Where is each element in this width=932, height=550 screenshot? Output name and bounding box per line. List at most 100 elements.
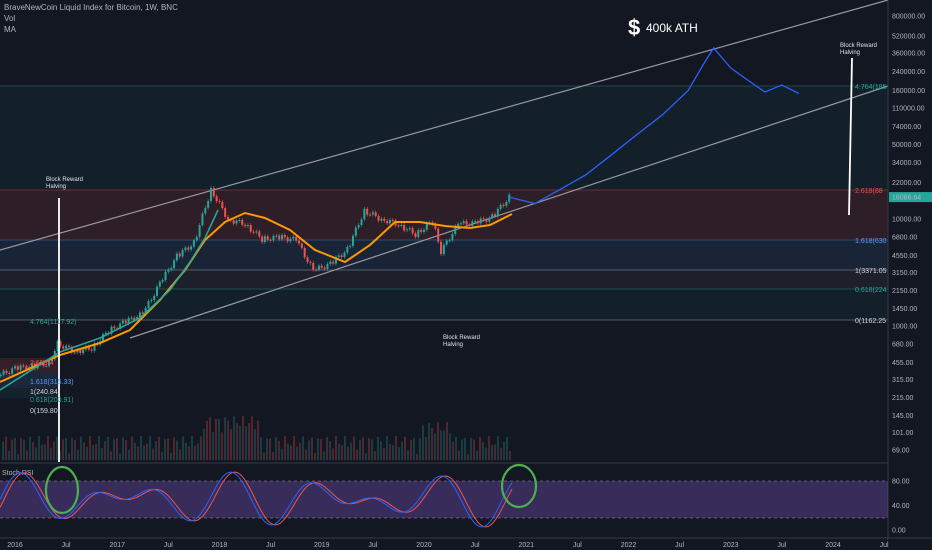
- candle-body: [70, 346, 73, 353]
- candle-body: [82, 349, 85, 354]
- candle-body: [269, 239, 272, 241]
- candle-body: [349, 245, 352, 247]
- price-tick-label: 1000.00: [892, 323, 917, 330]
- chart-title: BraveNewCoin Liquid Index for Bitcoin, 1…: [4, 3, 178, 12]
- volume-bar: [98, 436, 100, 460]
- candle-body: [454, 225, 457, 235]
- candle-body: [150, 300, 153, 302]
- candle-body: [280, 234, 283, 240]
- candle-body: [323, 267, 326, 269]
- volume-bar: [143, 445, 145, 460]
- volume-bar: [356, 449, 358, 460]
- candle-body: [366, 208, 369, 215]
- candle-body: [326, 263, 329, 269]
- candle-body: [153, 295, 156, 301]
- halving-annotation-3: Halving: [840, 50, 860, 56]
- candle-body: [204, 207, 207, 214]
- time-tick-label: 2017: [109, 542, 125, 549]
- volume-bar: [17, 453, 19, 460]
- volume-bar: [299, 442, 301, 460]
- volume-bar: [206, 420, 208, 460]
- candle-body: [462, 221, 465, 224]
- candle-body: [357, 225, 360, 228]
- candle-body: [423, 229, 425, 233]
- highlight-circle-1: [44, 465, 80, 515]
- price-tick-label: 22000.00: [892, 180, 921, 187]
- channel-lower-line: [129, 85, 889, 339]
- volume-bar: [32, 442, 34, 460]
- time-tick-label: 2020: [416, 542, 432, 549]
- candle-body: [158, 281, 161, 287]
- candle-body: [156, 286, 159, 296]
- time-tick-label: Jul: [675, 542, 684, 549]
- volume-bar: [92, 445, 94, 460]
- candle-body: [425, 223, 428, 230]
- candle-body: [42, 362, 45, 366]
- candle-body: [227, 216, 230, 220]
- volume-bar: [482, 441, 484, 460]
- volume-bar: [305, 449, 307, 460]
- candle-body: [354, 227, 357, 236]
- candle-body: [488, 217, 491, 222]
- volume-bar: [491, 444, 493, 460]
- volume-bar: [173, 437, 175, 460]
- candle-body: [25, 366, 28, 370]
- candle-body: [298, 240, 301, 244]
- volume-bar: [20, 437, 22, 460]
- ath-annotation: 400k ATH: [646, 21, 698, 35]
- price-tick-label: 455.00: [892, 360, 914, 367]
- candle-body: [414, 233, 417, 238]
- candle-body: [306, 257, 309, 262]
- fib-zone-left: [0, 388, 60, 398]
- candle-body: [315, 269, 318, 271]
- candle-body: [181, 250, 184, 257]
- candle-body: [494, 214, 497, 217]
- candle-body: [411, 228, 414, 234]
- candle-body: [292, 236, 295, 239]
- candle-body: [190, 246, 193, 250]
- volume-bar: [62, 439, 64, 460]
- volume-bar: [329, 441, 331, 460]
- candle-body: [170, 268, 173, 270]
- volume-bar: [509, 451, 511, 460]
- volume-bar: [275, 437, 277, 460]
- fib-label-right: 1(3371.05: [855, 268, 887, 275]
- price-tick-label: 1450.00: [892, 306, 917, 313]
- volume-bar: [251, 416, 253, 460]
- candle-body: [440, 241, 443, 255]
- candle-body: [442, 244, 445, 255]
- candle-body: [383, 218, 386, 222]
- volume-bar: [434, 433, 436, 460]
- candle-body: [343, 252, 346, 257]
- price-tick-label: 215.00: [892, 395, 914, 402]
- volume-bar: [95, 443, 97, 460]
- candle-body: [496, 208, 499, 217]
- highlight-circle-2: [500, 463, 538, 509]
- volume-bar: [359, 440, 361, 460]
- time-tick-label: Jul: [471, 542, 480, 549]
- volume-bar: [386, 436, 388, 460]
- time-tick-label: 2018: [212, 542, 228, 549]
- price-badge: [889, 192, 932, 203]
- volume-bar: [248, 423, 250, 460]
- volume-bar: [383, 448, 385, 460]
- time-tick-label: 2016: [7, 542, 23, 549]
- price-tick-label: 50000.00: [892, 142, 921, 149]
- candle-body: [374, 212, 377, 216]
- volume-bar: [209, 417, 211, 460]
- volume-bar: [392, 444, 394, 460]
- candle-body: [508, 194, 511, 203]
- fib-label-left: 2.618(4: [30, 360, 54, 367]
- volume-bar: [446, 422, 448, 460]
- stoch-d-line: [0, 471, 513, 528]
- volume-bar: [458, 450, 460, 460]
- candle-body: [127, 318, 130, 324]
- volume-bar: [122, 437, 124, 460]
- candle-body: [474, 221, 477, 223]
- volume-bar: [467, 453, 469, 460]
- volume-bar: [149, 436, 151, 460]
- fib-zone: [0, 270, 888, 289]
- time-tick-label: 2024: [825, 542, 841, 549]
- candle-body: [371, 212, 374, 215]
